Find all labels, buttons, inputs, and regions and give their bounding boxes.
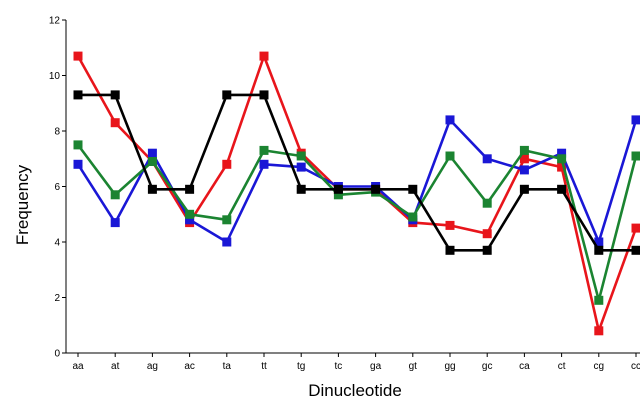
data-point <box>185 209 195 219</box>
x-tick-label: ca <box>519 361 530 372</box>
data-point <box>482 229 492 239</box>
y-tick-label: 4 <box>54 238 60 249</box>
y-axis-ticks: 0 2 4 6 8 10 12 <box>49 16 66 360</box>
y-tick-label: 10 <box>49 71 61 82</box>
series-3-line <box>76 144 638 302</box>
data-point <box>110 190 120 200</box>
data-point <box>408 184 418 194</box>
data-point <box>73 90 83 100</box>
data-point <box>110 90 120 100</box>
data-point <box>333 190 343 200</box>
data-point <box>445 151 455 161</box>
data-point <box>594 326 604 336</box>
data-point <box>594 295 604 305</box>
data-point <box>73 51 83 61</box>
data-point <box>296 162 306 172</box>
x-tick-label: cg <box>594 361 605 372</box>
data-point <box>110 118 120 128</box>
data-point <box>110 218 120 228</box>
x-tick-label: at <box>111 361 120 372</box>
data-point <box>445 245 455 255</box>
data-point <box>333 184 343 194</box>
data-point <box>73 140 83 150</box>
y-tick-label: 12 <box>49 16 61 27</box>
data-point <box>259 90 269 100</box>
data-point <box>519 184 529 194</box>
series-layer <box>73 51 640 336</box>
x-tick-label: cc <box>631 361 640 372</box>
data-point <box>296 184 306 194</box>
data-point <box>147 184 157 194</box>
data-point <box>519 145 529 155</box>
data-point <box>631 151 640 161</box>
data-point <box>482 245 492 255</box>
y-tick-label: 0 <box>54 349 60 360</box>
x-tick-label: ta <box>223 361 232 372</box>
data-point <box>371 184 381 194</box>
data-point <box>408 212 418 222</box>
data-point <box>185 184 195 194</box>
data-point <box>482 154 492 164</box>
x-tick-label: gt <box>409 361 418 372</box>
data-point <box>519 154 529 164</box>
x-tick-label: ag <box>147 361 158 372</box>
data-point <box>445 115 455 125</box>
data-point <box>631 223 640 233</box>
series-2 <box>73 115 640 247</box>
data-point <box>73 159 83 169</box>
data-point <box>222 215 232 225</box>
data-point <box>259 51 269 61</box>
data-point <box>482 198 492 208</box>
data-point <box>594 245 604 255</box>
data-point <box>557 162 567 172</box>
x-tick-label: ct <box>558 361 566 372</box>
data-point <box>631 115 640 125</box>
data-point <box>147 148 157 158</box>
x-axis-ticks: aa at ag ac ta tt tg tc ga gt gg gc ca ct cg cc <box>72 353 640 372</box>
x-axis-title: Dinucleotide <box>308 381 402 400</box>
x-tick-label: tc <box>335 361 343 372</box>
data-point <box>259 145 269 155</box>
series-2-line <box>76 118 638 244</box>
data-point <box>222 159 232 169</box>
y-tick-label: 8 <box>54 127 60 138</box>
y-tick-label: 2 <box>54 293 60 304</box>
x-tick-label: tg <box>297 361 305 372</box>
x-tick-label: ga <box>370 361 382 372</box>
y-tick-label: 6 <box>54 182 60 193</box>
data-point <box>296 151 306 161</box>
x-tick-label: ac <box>184 361 195 372</box>
data-point <box>594 237 604 247</box>
x-tick-label: aa <box>72 361 84 372</box>
series-4-line <box>78 93 636 252</box>
data-point <box>222 90 232 100</box>
data-point <box>631 245 640 255</box>
data-point <box>519 165 529 175</box>
data-point <box>445 220 455 230</box>
series-4 <box>73 90 640 255</box>
x-tick-label: gg <box>444 361 455 372</box>
y-axis-title: Frequency <box>13 164 32 245</box>
data-point <box>185 215 195 225</box>
data-point <box>222 237 232 247</box>
data-point <box>147 157 157 166</box>
x-tick-label: gc <box>482 361 493 372</box>
x-tick-label: tt <box>261 361 267 372</box>
data-point <box>557 154 567 164</box>
data-point <box>557 148 567 158</box>
data-point <box>259 159 269 169</box>
data-point <box>557 184 567 194</box>
